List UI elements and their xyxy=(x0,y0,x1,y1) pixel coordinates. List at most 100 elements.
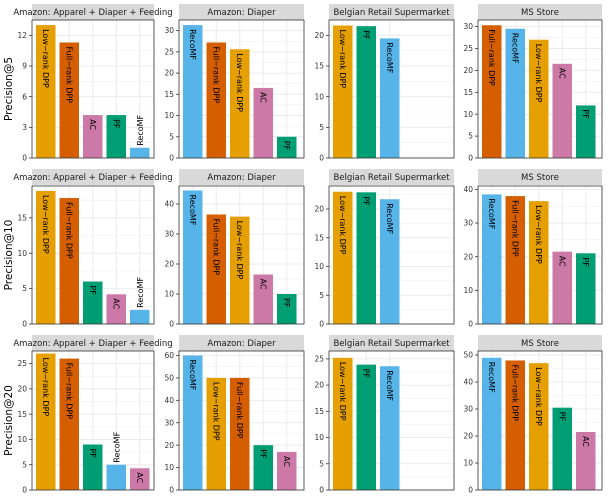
bar-label: RecoMF xyxy=(385,42,394,73)
panel-border xyxy=(477,185,603,325)
y-tick-label: 60 xyxy=(164,351,174,360)
y-tick-label: 0 xyxy=(319,486,324,495)
bar-label: PF xyxy=(282,298,291,308)
bar xyxy=(106,294,126,324)
y-tick-label: 3 xyxy=(22,123,27,132)
y-tick-label: 20 xyxy=(314,381,324,390)
bar xyxy=(529,39,549,158)
bar-label: Low−rank DPP xyxy=(338,30,347,89)
bar-label: Low−rank DPP xyxy=(211,382,220,441)
bar-label: AC xyxy=(111,298,120,309)
bar-label: AC xyxy=(258,279,267,290)
bar xyxy=(206,214,226,324)
y-tick-label: 10 xyxy=(463,286,473,295)
bar xyxy=(576,253,596,324)
facet-title: MS Store xyxy=(521,8,559,18)
panel-border xyxy=(328,19,455,159)
panel-2-3: MS Store 0 10 20 30 40 50 RecoMF Full−rank DPP Lo… xyxy=(463,335,603,495)
bar xyxy=(206,377,226,490)
bar xyxy=(36,190,56,324)
panel-1-2: Belgian Retail Supermarket 0 5 10 15 20 Low−ra… xyxy=(314,169,455,329)
y-tick-label: 10 xyxy=(17,435,27,444)
bar xyxy=(130,147,150,158)
bar xyxy=(253,274,273,324)
y-tick-label: 12 xyxy=(17,31,27,40)
bar-label: Full−rank DPP xyxy=(64,202,73,259)
bar xyxy=(356,364,376,490)
bar xyxy=(277,136,297,158)
y-tick-label: 40 xyxy=(164,200,174,209)
bar xyxy=(552,407,572,490)
bar-label: Full−rank DPP xyxy=(235,382,244,439)
bar xyxy=(552,63,572,158)
bar-label: RecoMF xyxy=(385,370,394,401)
bar xyxy=(130,468,150,490)
bar-label: Low−rank DPP xyxy=(235,221,244,280)
y-tick-label: 20 xyxy=(463,252,473,261)
panel-1-3: MS Store 0 10 20 30 40 RecoMF Full−rank DPP Low−… xyxy=(463,169,603,329)
facet-title: Amazon: Diaper xyxy=(207,339,276,349)
bar-label: AC xyxy=(88,119,97,130)
panel-1-0: Amazon: Apparel + Diaper + Feeding 0 5 10 15… xyxy=(13,169,173,329)
y-tick-label: 20 xyxy=(463,66,473,75)
bar-label: PF xyxy=(88,449,97,459)
bar-label: Full−rank DPP xyxy=(64,46,73,103)
bar-label: Low−rank DPP xyxy=(41,195,50,254)
bar xyxy=(253,87,273,158)
bar-label: PF xyxy=(581,109,590,119)
panel-0-2: Belgian Retail Supermarket 0 5 10 15 20 Low−ra… xyxy=(314,4,455,163)
y-tick-label: 5 xyxy=(468,132,473,141)
bar xyxy=(505,196,525,324)
y-tick-label: 0 xyxy=(468,320,473,329)
bar-label: PF xyxy=(111,119,120,129)
facet-title: MS Store xyxy=(521,339,559,349)
bar xyxy=(277,294,297,324)
bar-label: PF xyxy=(581,257,590,267)
y-tick-label: 50 xyxy=(463,351,473,360)
bar-label: AC xyxy=(258,92,267,103)
bar xyxy=(576,105,596,158)
facet-strip xyxy=(179,4,304,20)
bar-label: Low−rank DPP xyxy=(41,358,50,417)
bar xyxy=(333,191,353,324)
bar-label: PF xyxy=(88,286,97,296)
y-tick-label: 15 xyxy=(17,213,27,222)
bar xyxy=(106,464,126,490)
bar-label: Low−rank DPP xyxy=(338,196,347,255)
bar-label: Low−rank DPP xyxy=(534,205,543,264)
facet-strip xyxy=(478,4,602,20)
facet-strip xyxy=(32,335,154,351)
bar-label: RecoMF xyxy=(487,198,496,229)
bar-label: Low−rank DPP xyxy=(41,29,50,88)
bar xyxy=(380,199,400,324)
bar-label: PF xyxy=(282,141,291,151)
y-axis-label: Precision@20 xyxy=(3,385,15,456)
bar xyxy=(59,198,79,324)
bar xyxy=(83,115,103,158)
bar xyxy=(552,251,572,324)
bar-label: PF xyxy=(361,30,370,40)
bar xyxy=(356,192,376,324)
facet-strip xyxy=(329,169,454,185)
y-axis-label: Precision@5 xyxy=(3,57,15,121)
panel-border xyxy=(31,185,155,325)
facet-title: Amazon: Diaper xyxy=(207,8,276,18)
y-tick-label: 5 xyxy=(22,460,27,469)
y-tick-label: 20 xyxy=(314,31,324,40)
bar xyxy=(482,25,502,159)
bar xyxy=(206,42,226,158)
panel-0-3: MS Store 0 5 10 15 20 25 30 Full−rank DPP RecoMF L… xyxy=(463,4,603,163)
bar-label: PF xyxy=(361,369,370,379)
panel-border xyxy=(328,185,455,325)
bar-label: RecoMF xyxy=(487,362,496,393)
panel-border xyxy=(31,19,155,159)
bar xyxy=(529,363,549,490)
y-tick-label: 10 xyxy=(164,290,174,299)
y-tick-label: 25 xyxy=(17,359,27,368)
bar-label: AC xyxy=(282,456,291,467)
facet-strip xyxy=(179,169,304,185)
bar-label: AC xyxy=(135,472,144,483)
bar-label: PF xyxy=(361,196,370,206)
y-tick-label: 10 xyxy=(463,459,473,468)
bar-label: Low−rank DPP xyxy=(235,53,244,112)
